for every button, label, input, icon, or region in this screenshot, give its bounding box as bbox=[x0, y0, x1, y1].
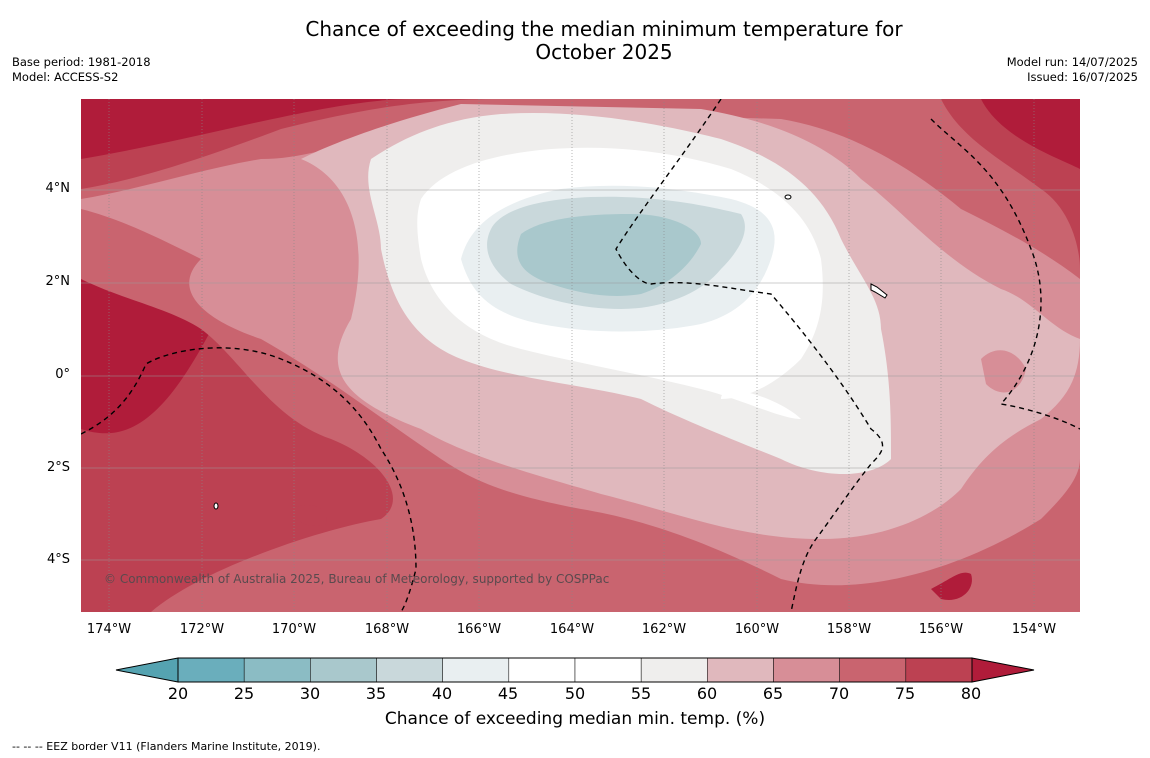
base-period-text: Base period: 1981-2018 bbox=[12, 55, 151, 69]
lat-label-0: 0° bbox=[55, 367, 70, 382]
meta-right: Model run: 14/07/2025 Issued: 16/07/2025 bbox=[1007, 55, 1138, 85]
islands bbox=[213, 194, 888, 510]
meta-left: Base period: 1981-2018 Model: ACCESS-S2 bbox=[12, 55, 151, 85]
lon-label-164w: 164°W bbox=[549, 622, 595, 637]
island-3 bbox=[213, 502, 219, 510]
probability-map bbox=[81, 99, 1080, 612]
patch-east bbox=[931, 572, 972, 600]
colorbar-cell bbox=[243, 657, 311, 683]
lon-label-174w: 174°W bbox=[86, 622, 132, 637]
lon-label-168w: 168°W bbox=[364, 622, 410, 637]
lon-label-156w: 156°W bbox=[918, 622, 964, 637]
colorbar-cell bbox=[442, 657, 510, 683]
colorbar-cell bbox=[839, 657, 907, 683]
copyright-text: © Commonwealth of Australia 2025, Bureau… bbox=[104, 572, 610, 586]
title-line-2: October 2025 bbox=[535, 40, 673, 64]
colorbar bbox=[115, 657, 1035, 683]
eez-kiribati-central bbox=[615, 99, 884, 612]
lon-label-154w: 154°W bbox=[1011, 622, 1057, 637]
chart-title: Chance of exceeding the median minimum t… bbox=[0, 18, 1150, 64]
lon-label-170w: 170°W bbox=[271, 622, 317, 637]
colorbar-extend-high bbox=[972, 658, 1034, 682]
colorbar-extend-low bbox=[116, 658, 178, 682]
colorbar-tick-60: 60 bbox=[696, 684, 718, 703]
island-2 bbox=[870, 283, 888, 299]
colorbar-cell bbox=[773, 657, 840, 683]
colorbar-cell bbox=[574, 657, 642, 683]
colorbar-cell bbox=[508, 657, 576, 683]
title-line-1: Chance of exceeding the median minimum t… bbox=[305, 17, 903, 41]
colorbar-tick-65: 65 bbox=[762, 684, 784, 703]
map-panel bbox=[81, 99, 1080, 612]
model-text: Model: ACCESS-S2 bbox=[12, 70, 119, 84]
band-30-35 bbox=[517, 214, 701, 296]
colorbar-cell bbox=[640, 657, 708, 683]
patch-west bbox=[291, 504, 327, 526]
eez-kiribati-west bbox=[81, 347, 417, 612]
colorbar-label: Chance of exceeding median min. temp. (%… bbox=[384, 709, 766, 729]
colorbar-tick-75: 75 bbox=[894, 684, 916, 703]
colorbar-cell bbox=[707, 657, 774, 683]
lon-label-158w: 158°W bbox=[826, 622, 872, 637]
colorbar-cell bbox=[905, 657, 973, 683]
lon-label-172w: 172°W bbox=[179, 622, 225, 637]
colorbar-tick-40: 40 bbox=[431, 684, 453, 703]
lat-label-4n: 4°N bbox=[45, 181, 71, 196]
colorbar-cell bbox=[310, 657, 377, 683]
lat-label-2s: 2°S bbox=[46, 460, 70, 475]
lat-label-4s: 4°S bbox=[46, 552, 70, 567]
lon-label-160w: 160°W bbox=[734, 622, 780, 637]
lon-label-166w: 166°W bbox=[456, 622, 502, 637]
eez-borders bbox=[81, 99, 1080, 612]
colorbar-tick-80: 80 bbox=[960, 684, 982, 703]
issued-text: Issued: 16/07/2025 bbox=[1027, 70, 1138, 84]
colorbar-tick-35: 35 bbox=[365, 684, 387, 703]
lon-label-162w: 162°W bbox=[641, 622, 687, 637]
colorbar-tick-70: 70 bbox=[828, 684, 850, 703]
latitude-lines bbox=[81, 189, 1080, 561]
colorbar-tick-55: 55 bbox=[630, 684, 652, 703]
island-1 bbox=[784, 194, 792, 200]
model-run-text: Model run: 14/07/2025 bbox=[1006, 55, 1138, 69]
lat-label-2n: 2°N bbox=[45, 274, 71, 289]
colorbar-cell bbox=[177, 657, 245, 683]
colorbar-tick-30: 30 bbox=[299, 684, 321, 703]
colorbar-tick-50: 50 bbox=[564, 684, 586, 703]
patch-east-mid bbox=[981, 350, 1026, 393]
colorbar-cell bbox=[376, 657, 443, 683]
colorbar-tick-20: 20 bbox=[167, 684, 189, 703]
colorbar-tick-45: 45 bbox=[497, 684, 519, 703]
colorbar-tick-25: 25 bbox=[233, 684, 255, 703]
eez-legend-text: -- -- -- EEZ border V11 (Flanders Marine… bbox=[12, 740, 321, 753]
